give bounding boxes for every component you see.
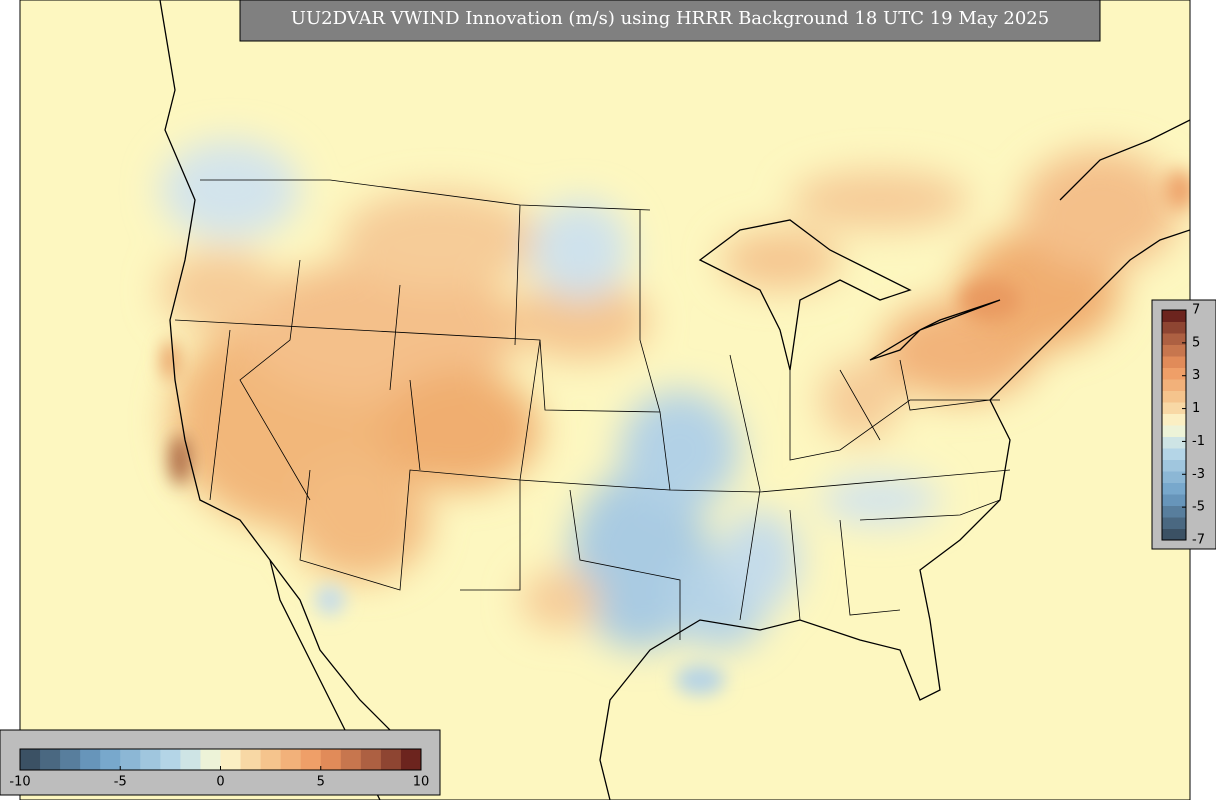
colorbar-segment xyxy=(1162,459,1186,472)
colorbar-segment xyxy=(1162,448,1186,460)
colorbar-segment xyxy=(380,749,402,770)
title-box xyxy=(239,0,1101,42)
colorbar-segment xyxy=(1162,379,1186,391)
colorbar-segment xyxy=(180,749,201,770)
colorbar-segment xyxy=(360,749,382,770)
colorbar-label: 5 xyxy=(1192,335,1200,350)
state-borders xyxy=(174,179,1011,640)
innovation-field xyxy=(160,140,1180,650)
map xyxy=(20,0,1190,800)
colorbar-label: 1 xyxy=(1192,401,1200,416)
colorbar-segment xyxy=(1162,402,1186,414)
colorbar-label: -3 xyxy=(1192,467,1205,482)
colorbar-segment xyxy=(300,749,322,770)
colorbar-segment xyxy=(400,749,422,770)
colorbars: -10 -5 0 5 10 7 5 3 1 -1 -3 -5 -7 xyxy=(9,303,1205,790)
colorbar-label: -5 xyxy=(1192,500,1205,515)
colorbar-segment xyxy=(320,749,342,770)
colorbar-label: -7 xyxy=(1192,533,1205,548)
colorbar-frame xyxy=(1161,309,1187,541)
colorbar-segment xyxy=(1162,390,1186,403)
colorbar-segment xyxy=(1162,356,1186,368)
colorbar-label: 5 xyxy=(317,775,325,790)
colorbar-label: -10 xyxy=(9,775,30,790)
colorbar-segment xyxy=(1162,482,1186,495)
colorbar-segment xyxy=(1162,494,1186,506)
colorbar-segment xyxy=(260,749,282,770)
colorbar-label: 3 xyxy=(1192,368,1200,383)
colorbar-segment xyxy=(140,749,161,770)
colorbar-segment xyxy=(1162,321,1186,334)
coastlines xyxy=(159,0,1190,800)
colorbar-segment xyxy=(1162,471,1186,483)
colorbar-segment xyxy=(160,749,181,770)
colorbar-segment xyxy=(120,749,141,770)
colorbar-segment xyxy=(40,749,61,770)
colorbar-label: 0 xyxy=(216,775,224,790)
colorbar-label: -5 xyxy=(114,775,127,790)
colorbar-segment xyxy=(1162,505,1186,518)
colorbar-label: -1 xyxy=(1192,434,1205,449)
colorbar-segment xyxy=(80,749,101,770)
colorbar-segment xyxy=(240,749,262,770)
colorbar-segment xyxy=(20,749,41,770)
colorbar-segment xyxy=(1162,528,1186,541)
colorbar-label: 7 xyxy=(1192,303,1200,318)
title: UU2DVAR VWIND Innovation (m/s) using HRR… xyxy=(291,8,1049,29)
colorbar-segment xyxy=(1162,310,1186,322)
colorbar-segment xyxy=(60,749,81,770)
colorbar-segment xyxy=(280,749,302,770)
colorbar-segment xyxy=(220,749,242,770)
colorbar-segment xyxy=(200,749,221,770)
colorbar-label: 10 xyxy=(413,775,430,790)
colorbar-segment xyxy=(100,749,121,770)
colorbar-segment xyxy=(1162,413,1186,426)
colorbar-segment xyxy=(1162,517,1186,529)
colorbar-segment xyxy=(340,749,362,770)
colorbar-segment xyxy=(1162,425,1186,437)
colorbar-segment xyxy=(1162,367,1186,380)
colorbar-segment xyxy=(1162,344,1186,357)
colorbar-segment xyxy=(1162,436,1186,449)
colorbar-segment xyxy=(1162,333,1186,345)
